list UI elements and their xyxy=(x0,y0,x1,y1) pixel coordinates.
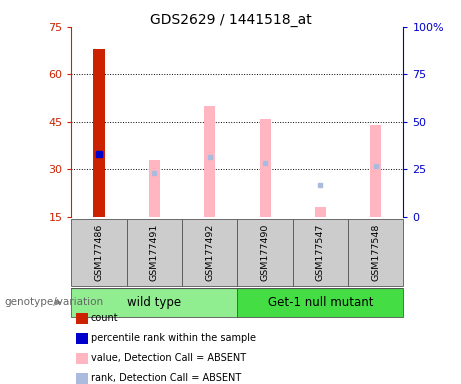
Bar xyxy=(370,125,381,217)
Text: GSM177547: GSM177547 xyxy=(316,224,325,281)
Bar xyxy=(293,219,348,286)
Bar xyxy=(182,219,237,286)
Bar xyxy=(76,373,88,384)
Bar xyxy=(348,219,403,286)
Text: genotype/variation: genotype/variation xyxy=(5,297,104,308)
Bar xyxy=(127,219,182,286)
Text: wild type: wild type xyxy=(127,296,182,309)
Bar xyxy=(76,353,88,364)
Bar xyxy=(149,160,160,217)
Bar xyxy=(260,119,271,217)
Text: GSM177490: GSM177490 xyxy=(260,224,270,281)
Bar xyxy=(237,219,293,286)
Bar xyxy=(76,333,88,344)
Bar xyxy=(237,288,403,317)
Text: Get-1 null mutant: Get-1 null mutant xyxy=(268,296,373,309)
Bar xyxy=(315,207,326,217)
Text: GSM177548: GSM177548 xyxy=(371,224,380,281)
Text: rank, Detection Call = ABSENT: rank, Detection Call = ABSENT xyxy=(91,373,241,383)
Text: GSM177486: GSM177486 xyxy=(95,224,104,281)
Text: value, Detection Call = ABSENT: value, Detection Call = ABSENT xyxy=(91,353,246,363)
Bar xyxy=(71,288,237,317)
Text: percentile rank within the sample: percentile rank within the sample xyxy=(91,333,256,343)
Text: count: count xyxy=(91,313,118,323)
Text: GDS2629 / 1441518_at: GDS2629 / 1441518_at xyxy=(150,13,311,27)
Bar xyxy=(93,49,105,217)
Bar xyxy=(71,219,127,286)
Bar xyxy=(76,313,88,324)
Text: GSM177491: GSM177491 xyxy=(150,224,159,281)
Bar xyxy=(204,106,215,217)
Text: GSM177492: GSM177492 xyxy=(205,224,214,281)
